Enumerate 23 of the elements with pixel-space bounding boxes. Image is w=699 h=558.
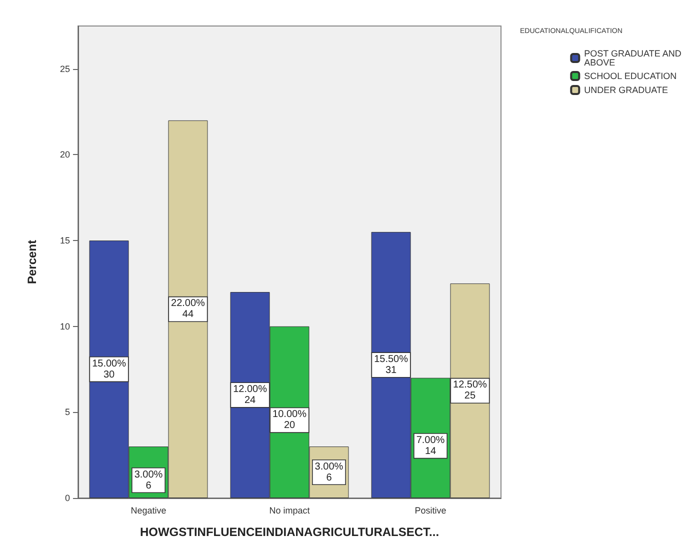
x-tick-label: No impact [269,506,310,516]
legend-label: SCHOOL EDUCATION [584,71,677,81]
legend-label: POST GRADUATE AND ABOVE [584,48,682,68]
y-axis-title: Percent [25,240,39,284]
data-label: 10.00% 20 [272,409,307,432]
data-label: 15.00% 30 [92,358,126,380]
legend-label: UNDER GRADUATE [584,85,668,95]
x-axis-title: HOWGSTINFLUENCEINDIANAGRICULTURALSECT... [140,525,440,539]
y-tick-label: 0 [64,493,70,503]
y-tick-label: 5 [64,407,70,418]
y-tick-label: 20 [60,150,70,160]
x-tick-label: Positive [414,506,446,516]
data-label: 7.00% 14 [416,434,445,457]
y-tick-label: 10 [60,321,70,332]
data-label: 12.50% 25 [453,380,488,402]
x-tick-label: Negative [130,506,166,516]
data-label: 3.00% 6 [134,469,163,492]
data-label: 22.00% 44 [171,298,206,320]
y-tick-label: 15 [60,236,70,246]
data-label: 15.50% 31 [374,354,408,376]
y-tick-label: 25 [60,64,70,74]
data-label: 3.00% 6 [314,461,344,484]
data-label: 12.00% 24 [233,384,268,406]
